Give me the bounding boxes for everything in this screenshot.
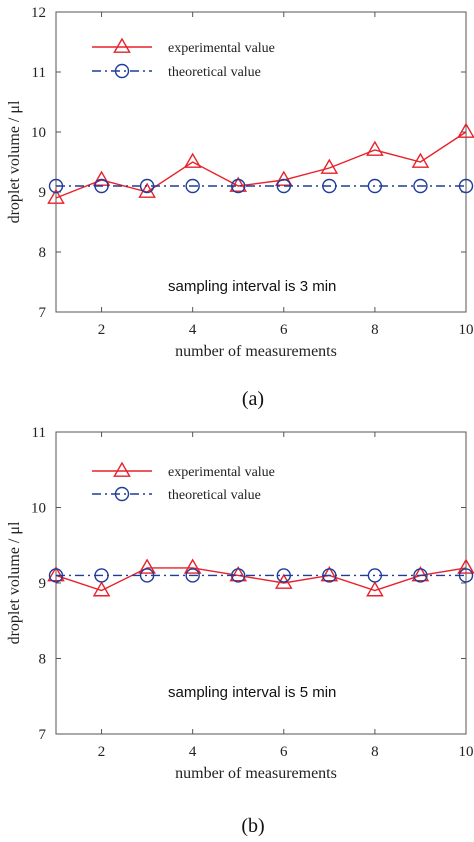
- annotation: sampling interval is 3 min: [168, 278, 336, 295]
- y-tick-label: 10: [31, 501, 46, 517]
- y-tick-label: 11: [32, 65, 46, 81]
- legend-marker: [114, 486, 130, 502]
- legend-label: experimental value: [168, 465, 275, 480]
- x-axis-label: number of measurements: [175, 343, 337, 360]
- annotation: sampling interval is 5 min: [168, 684, 336, 701]
- data-point: [458, 178, 474, 194]
- x-axis-label: number of measurements: [175, 765, 337, 782]
- series-experimental: [47, 558, 474, 597]
- x-tick-label: 6: [280, 744, 288, 760]
- series-theoretical: [48, 178, 474, 194]
- x-tick-label: 8: [371, 322, 379, 338]
- data-point: [274, 573, 293, 589]
- data-point: [92, 581, 111, 597]
- data-point: [48, 568, 64, 583]
- y-axis-label: droplet volume / μl: [6, 521, 23, 644]
- chart-panel-a: 2 4 6 8 10 7 8 9 10 11 12 number of measurements dro…: [6, 5, 474, 410]
- y-tick-label: 9: [39, 185, 47, 201]
- y-tick-label: 10: [31, 125, 46, 141]
- data-point: [411, 152, 430, 168]
- x-tick-label: 10: [459, 744, 474, 760]
- panel-label: (b): [241, 815, 264, 837]
- data-point: [411, 566, 430, 582]
- legend-marker: [113, 37, 131, 53]
- data-point: [366, 140, 384, 156]
- legend: experimental value theoretical value: [92, 37, 275, 80]
- data-point: [94, 178, 109, 194]
- x-tick-label: 4: [189, 322, 197, 338]
- series-line: [55, 131, 467, 199]
- y-tick-label: 9: [39, 576, 47, 592]
- data-point: [47, 188, 65, 204]
- data-point: [320, 566, 339, 582]
- data-point: [185, 568, 200, 583]
- data-point: [458, 568, 474, 583]
- data-point: [231, 178, 246, 194]
- x-tick-label: 2: [98, 744, 106, 760]
- data-point: [92, 170, 111, 186]
- data-point: [229, 176, 248, 192]
- data-point: [322, 568, 337, 583]
- y-axis-label: droplet volume / μl: [6, 100, 23, 223]
- legend-label: theoretical value: [168, 488, 261, 503]
- chart-panel-b: 2 4 6 8 10 7 8 9 10 11 number of measurements dropl…: [6, 425, 474, 837]
- data-point: [320, 158, 339, 174]
- series-theoretical: [48, 568, 474, 583]
- data-point: [366, 581, 384, 597]
- data-point: [185, 178, 200, 194]
- y-tick-label: 7: [39, 727, 47, 743]
- data-point: [231, 568, 246, 583]
- y-tick-label: 8: [39, 652, 47, 668]
- data-point: [47, 566, 65, 582]
- y-tick-label: 11: [32, 425, 46, 441]
- data-point: [229, 566, 248, 582]
- data-point: [322, 178, 337, 194]
- data-point: [138, 558, 156, 574]
- data-point: [139, 178, 155, 194]
- data-point: [367, 178, 383, 194]
- data-point: [94, 568, 109, 583]
- plot-frame: [55, 11, 467, 313]
- y-tick-label: 8: [39, 245, 47, 261]
- series-line: [55, 567, 467, 592]
- x-tick-label: 6: [280, 322, 288, 338]
- data-point: [413, 178, 428, 194]
- data-point: [139, 568, 155, 583]
- x-tick-label: 4: [189, 744, 197, 760]
- legend: experimental value theoretical value: [92, 461, 275, 503]
- panel-label: (a): [242, 388, 264, 410]
- data-point: [413, 568, 428, 583]
- x-tick-label: 2: [98, 322, 106, 338]
- data-point: [183, 558, 202, 574]
- data-point: [276, 178, 291, 194]
- y-tick-label: 7: [39, 305, 47, 321]
- data-point: [276, 568, 291, 583]
- x-tick-label: 10: [459, 322, 474, 338]
- data-point: [367, 568, 383, 583]
- legend-marker: [113, 461, 131, 477]
- data-point: [457, 558, 474, 574]
- y-tick-label: 12: [31, 5, 46, 21]
- legend-label: theoretical value: [168, 65, 261, 80]
- x-tick-label: 8: [371, 744, 379, 760]
- data-point: [457, 122, 474, 138]
- series-experimental: [47, 122, 474, 204]
- legend-label: experimental value: [168, 41, 275, 56]
- data-point: [48, 178, 64, 194]
- data-point: [274, 170, 293, 186]
- data-point: [183, 152, 202, 168]
- legend-marker: [114, 63, 130, 79]
